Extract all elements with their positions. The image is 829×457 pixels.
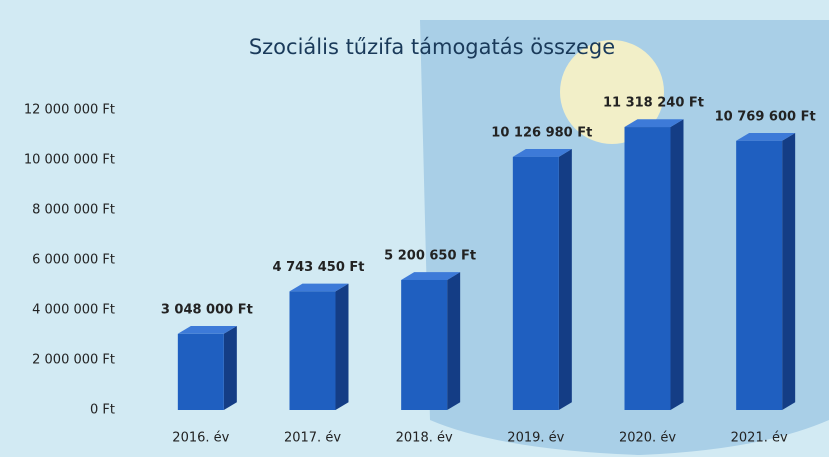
bar-top [289,283,349,292]
y-tick-label: 4 000 000 Ft [32,303,115,318]
bar-top [177,326,237,334]
bar [512,156,559,410]
y-tick-label: 6 000 000 Ft [32,253,115,268]
data-label: 3 048 000 Ft [161,302,253,317]
bar-side [782,132,796,410]
chart-title: Szociális tűzifa támogatás összege [249,35,615,59]
x-tick-label: 2016. év [172,431,229,446]
data-label: 10 769 600 Ft [715,109,816,124]
bar [624,127,671,410]
x-tick-label: 2019. év [507,431,564,446]
x-tick-label: 2021. év [731,431,788,446]
bar-top [401,272,461,280]
bar-side [670,119,684,410]
bar [177,333,224,410]
bar-top [736,132,796,141]
emblem-sun [560,40,664,144]
data-label: 11 318 240 Ft [603,96,704,111]
bar-side [447,272,461,410]
y-tick-label: 0 Ft [90,403,115,418]
bar-side [335,283,349,410]
y-tick-label: 8 000 000 Ft [32,203,115,218]
x-tick-label: 2018. év [396,431,453,446]
bar-side [223,326,237,410]
bar-top [624,119,684,128]
bar [736,140,783,410]
bar [401,279,448,410]
bar [289,291,336,410]
data-label: 4 743 450 Ft [273,260,365,275]
y-tick-label: 10 000 000 Ft [24,153,115,168]
data-label: 10 126 980 Ft [491,125,592,140]
y-tick-label: 2 000 000 Ft [32,353,115,368]
bar-side [558,149,572,410]
data-label: 5 200 650 Ft [384,248,476,263]
x-tick-label: 2017. év [284,431,341,446]
y-tick-label: 12 000 000 Ft [24,103,115,118]
x-tick-label: 2020. év [619,431,676,446]
bar-top [512,149,572,157]
